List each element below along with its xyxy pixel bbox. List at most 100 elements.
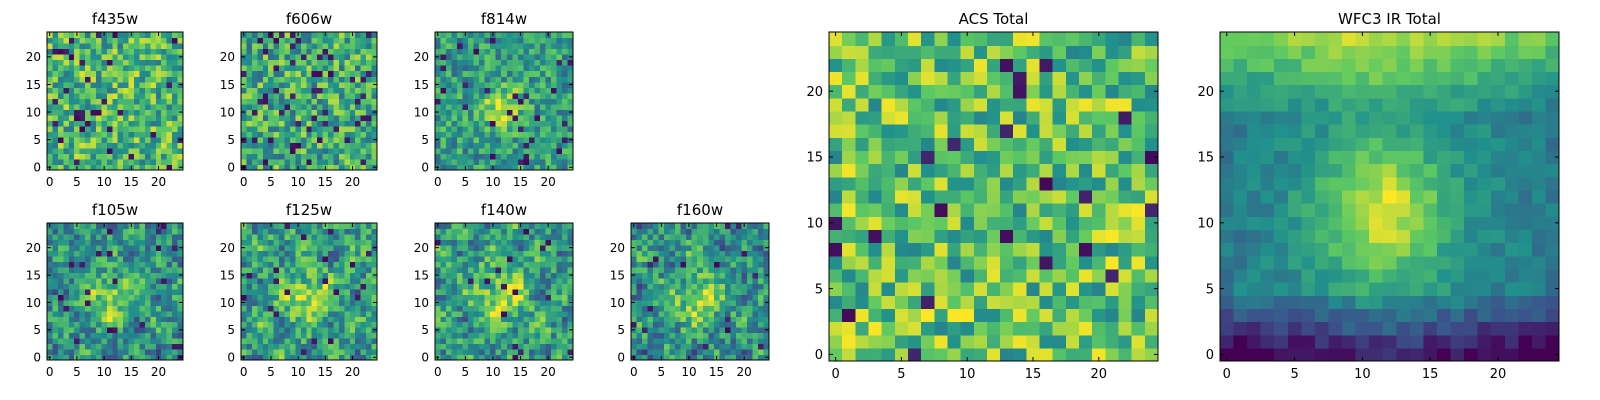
heatmap-cell [545, 120, 552, 127]
heatmap-cell [921, 150, 935, 165]
heatmap-cell [517, 109, 524, 116]
heatmap-cell [556, 299, 563, 306]
heatmap-cell [246, 228, 253, 235]
heatmap-cell [484, 131, 491, 138]
heatmap-cell [675, 250, 682, 257]
heatmap-cell [349, 114, 356, 121]
heatmap-cell [306, 76, 313, 83]
heatmap-cell [539, 37, 546, 44]
heatmap-cell [907, 321, 922, 336]
heatmap-cell [473, 261, 480, 268]
heatmap-cell [556, 223, 563, 230]
heatmap-cell [451, 48, 458, 55]
heatmap-cell [300, 321, 307, 328]
heatmap-cell [446, 70, 453, 77]
heatmap-cell [556, 32, 563, 39]
heatmap-cell [669, 299, 676, 306]
heatmap-cell [457, 164, 464, 171]
heatmap-cell [139, 272, 146, 279]
heatmap-cell [251, 294, 258, 301]
heatmap-cell [155, 349, 162, 356]
heatmap-cell [311, 266, 318, 273]
heatmap-cell [495, 114, 502, 121]
heatmap-cell [355, 114, 362, 121]
heatmap-cell [144, 136, 151, 143]
heatmap-cell [528, 299, 535, 306]
heatmap-cell [134, 158, 141, 166]
heatmap-cell [106, 233, 113, 241]
heatmap-cell [947, 189, 962, 204]
heatmap-cell [161, 87, 168, 94]
heatmap-cell [139, 125, 146, 132]
heatmap-cell [446, 142, 453, 149]
heatmap-cell [134, 343, 141, 350]
heatmap-cell [1118, 255, 1133, 270]
heatmap-cell [724, 223, 731, 230]
heatmap-cell [344, 109, 351, 116]
heatmap-cell [68, 223, 75, 230]
heatmap-cell [74, 76, 81, 83]
heatmap-cells [631, 223, 770, 361]
heatmap-cell [730, 228, 737, 235]
heatmap-cell [161, 310, 168, 317]
heatmap-cell [713, 332, 720, 339]
heatmap-cell [322, 277, 329, 284]
heatmap-cell [289, 299, 296, 306]
heatmap-cell [528, 228, 535, 235]
heatmap-cell [106, 228, 113, 235]
heatmap-cell [177, 250, 184, 257]
heatmap-cell [300, 87, 307, 94]
heatmap-cell [328, 354, 335, 361]
heatmap-cell [986, 176, 1001, 191]
x-tick-label: 20 [151, 365, 166, 379]
heatmap-cell [855, 242, 870, 257]
heatmap-cell [724, 338, 731, 345]
heatmap-cell [251, 147, 258, 155]
heatmap-cell [435, 114, 442, 121]
heatmap-cell [52, 261, 59, 268]
heatmap-cell [279, 266, 286, 273]
heatmap-cell [371, 43, 378, 50]
heatmap-cell [680, 316, 687, 323]
heatmap-cell [528, 92, 535, 99]
heatmap-cell [322, 147, 329, 155]
heatmap-cell [57, 338, 64, 345]
heatmap-cell [355, 147, 362, 155]
heatmap-cell [675, 327, 682, 334]
heatmap-cell [101, 48, 108, 55]
heatmap-cell [730, 283, 737, 290]
heatmap-cell [1092, 216, 1106, 230]
heatmap-cell [79, 250, 86, 257]
heatmap-cell [1118, 242, 1133, 257]
heatmap-cell [85, 332, 92, 339]
heatmap-cell [90, 164, 97, 171]
heatmap-cell [371, 277, 378, 284]
heatmap-cell [63, 244, 70, 251]
y-tick-label: 0 [421, 351, 429, 365]
heatmap-cell [134, 70, 141, 77]
heatmap-cell [279, 316, 286, 323]
heatmap-cell [567, 349, 574, 356]
heatmap-cell [669, 354, 676, 361]
heatmap-cell [79, 76, 86, 83]
heatmap-cell [366, 32, 373, 39]
heatmap-cell [311, 354, 318, 361]
heatmap-cell [947, 229, 962, 244]
heatmap-cell [262, 294, 269, 301]
heatmap-cell [63, 70, 70, 77]
heatmap-cell [68, 283, 75, 290]
heatmap-cell [101, 338, 108, 345]
heatmap-cell [457, 250, 464, 257]
heatmap-cell [457, 153, 464, 160]
heatmap-cell [139, 81, 146, 88]
heatmap-cell [881, 308, 896, 323]
heatmap-cell [79, 349, 86, 356]
heatmap-cell [328, 250, 335, 257]
heatmap-cell [117, 277, 124, 284]
heatmap-cell [647, 223, 654, 230]
heatmap-cell [741, 316, 748, 323]
heatmap-cell [528, 239, 535, 246]
heatmap-cell [479, 223, 486, 230]
heatmap-cell [539, 87, 546, 94]
heatmap-cell [355, 48, 362, 55]
